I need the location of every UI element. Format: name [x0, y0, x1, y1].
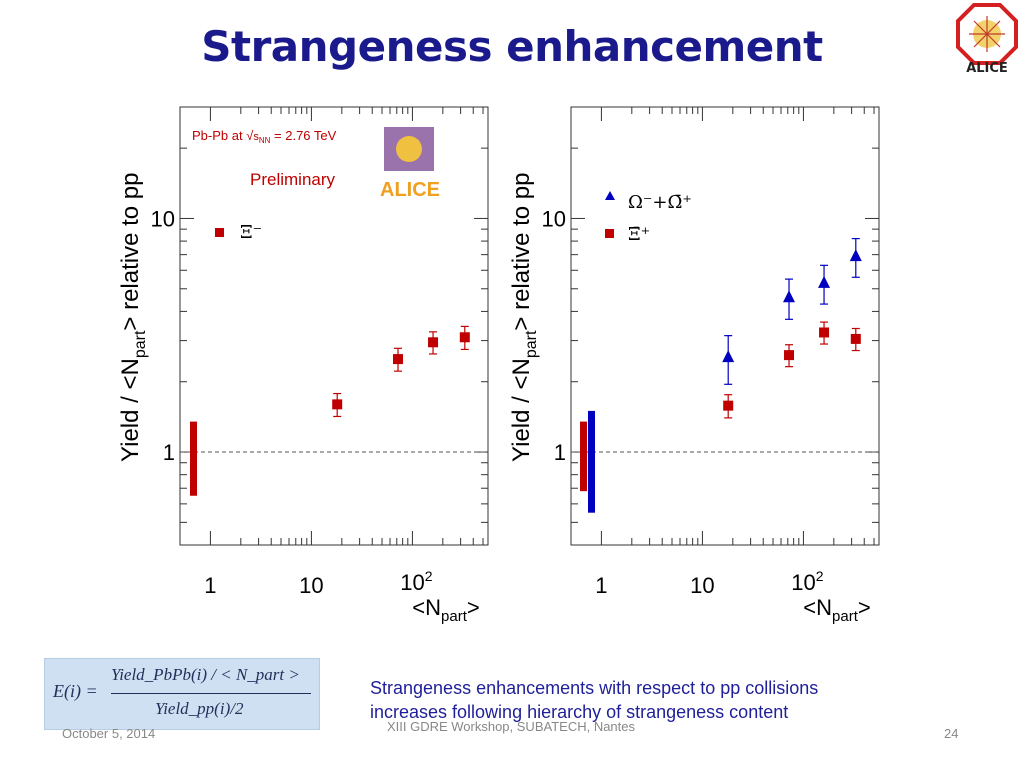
left-xtick-label-100: 102	[400, 568, 432, 595]
left-yaxis-label: Yield / <Npart> relative to pp	[117, 172, 149, 462]
right-ytick-label-1: 1	[554, 440, 566, 465]
data-point-xi	[428, 337, 439, 348]
legend-xibar-marker	[605, 229, 614, 238]
right-yaxis-label: Yield / <Npart> relative to pp	[508, 172, 540, 462]
preliminary-label: Preliminary	[250, 170, 336, 189]
formula-numerator: Yield_PbPb(i) / < N_part >	[111, 665, 300, 684]
left-norm-uncertainty-bar	[190, 421, 197, 496]
left-chart-frame	[179, 106, 489, 546]
right-data-points	[722, 237, 862, 419]
alice-logo: ALICE	[956, 3, 1018, 74]
energy-label: Pb-Pb at √sNN = 2.76 TeV	[192, 128, 337, 145]
right-norm-uncertainty-bar-xi	[580, 421, 587, 492]
legend-omega-marker	[605, 191, 615, 200]
data-point-xi	[850, 333, 861, 344]
footer-event: XIII GDRE Workshop, SUBATECH, Nantes	[386, 719, 636, 734]
left-xtick-label-10: 10	[299, 573, 323, 598]
legend-xi-minus-label: Ξ⁻	[240, 222, 262, 243]
caption: Strangeness enhancements with respect to…	[370, 676, 970, 724]
data-point-xi	[332, 399, 343, 410]
right-xtick-label-1: 1	[595, 573, 607, 598]
legend-omega-label: Ω⁻+Ω̄⁺	[628, 192, 692, 213]
data-point-xi	[784, 350, 795, 361]
data-point-omega	[818, 275, 831, 288]
left-data-points	[332, 325, 470, 418]
chart-area: 1 10 1 10 102 <Npart> Yield / <Npart> re…	[117, 106, 880, 625]
footer-date: October 5, 2014	[62, 726, 156, 741]
legend-xibar-label: Ξ̄⁺	[628, 224, 650, 245]
alice-logo-text: ALICE	[966, 61, 1008, 74]
formula-fraction-bar	[111, 693, 311, 694]
left-chart-ticks	[180, 106, 488, 546]
right-xtick-label-100: 102	[791, 568, 823, 595]
data-point-omega	[783, 290, 796, 303]
data-point-xi	[723, 400, 734, 411]
caption-line-2: increases following hierarchy of strange…	[370, 702, 789, 722]
right-xtick-label-10: 10	[690, 573, 714, 598]
caption-line-1: Strangeness enhancements with respect to…	[370, 678, 819, 698]
left-ytick-label-1: 1	[163, 440, 175, 465]
right-ytick-label-10: 10	[542, 206, 566, 231]
right-chart: 1 10 1 10 102 <Npart> Yield / <Npart> re…	[508, 106, 880, 625]
slide-title: Strangeness enhancement	[201, 22, 823, 71]
formula-denominator: Yield_pp(i)/2	[155, 699, 244, 718]
data-point-omega	[722, 350, 735, 363]
left-xaxis-label: <Npart>	[412, 595, 479, 625]
left-xtick-label-1: 1	[204, 573, 216, 598]
data-point-xi	[393, 354, 404, 365]
data-point-xi	[459, 332, 470, 343]
right-norm-uncertainty-bar-omega	[588, 410, 595, 513]
right-xaxis-label: <Npart>	[803, 595, 870, 625]
alice-plot-logo: ALICE	[380, 127, 440, 201]
formula-lhs: E(i) =	[53, 681, 98, 701]
page-number: 24	[944, 726, 959, 741]
left-ytick-label-10: 10	[151, 206, 175, 231]
right-chart-ticks	[571, 106, 879, 546]
formula-image: E(i) = Yield_PbPb(i) / < N_part > Yield_…	[44, 658, 320, 730]
right-chart-frame	[570, 106, 880, 546]
alice-plot-logo-text: ALICE	[380, 179, 440, 201]
data-point-xi	[819, 327, 830, 338]
legend-xi-minus-marker	[215, 228, 224, 237]
data-point-omega	[849, 249, 862, 262]
left-chart: 1 10 1 10 102 <Npart> Yield / <Npart> re…	[117, 106, 489, 625]
